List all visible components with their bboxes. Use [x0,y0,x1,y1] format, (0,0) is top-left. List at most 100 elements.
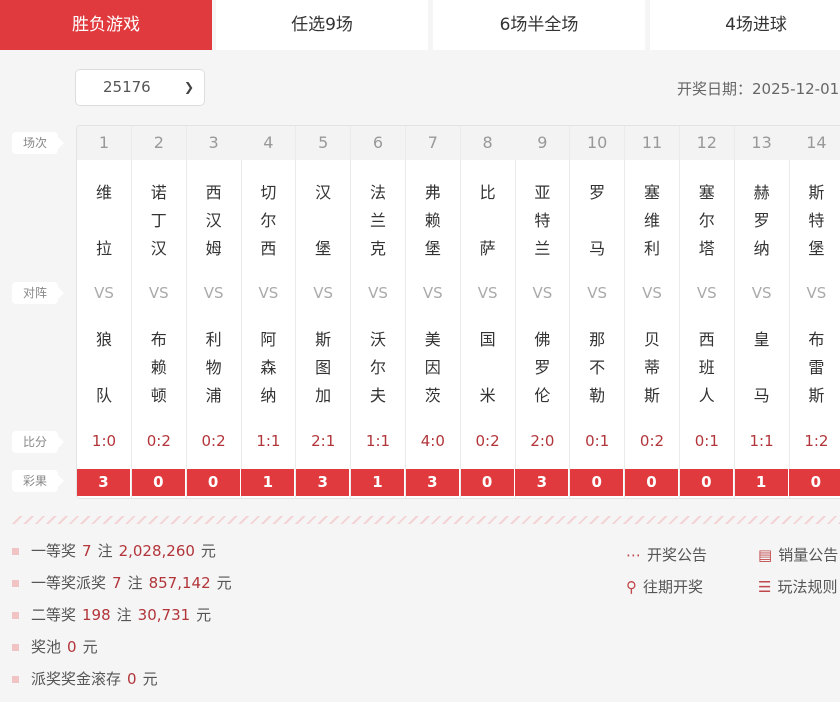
match-number: 14 [789,126,840,160]
match-column: 8 比萨 VS 国米 0:2 0 [460,126,516,498]
match-score: 1:1 [749,432,774,450]
away-team: 利物浦 [205,330,222,405]
link-draw-notice[interactable]: ⋯ 开奖公告 [626,546,708,564]
home-team: 塞尔塔 [698,183,715,258]
match-column: 7 弗赖堡 VS 美因茨 4:0 3 [405,126,461,498]
bullet-icon [12,676,19,683]
home-team: 赫罗纳 [753,183,770,258]
tab-6-half-full[interactable]: 6场半全场 [433,0,645,50]
link-past-draws[interactable]: ⚲ 往期开奖 [626,578,704,596]
bullet-icon [12,644,19,651]
match-column: 14 斯特堡 VS 布雷斯 1:2 0 [789,126,840,498]
match-table: 1 维拉 VS 狼队 1:0 3 2 诺丁汉 VS 布赖顿 0:2 0 3 西汉姆 VS 利物浦 0:2 0 4 切尔… [76,125,840,499]
match-number: 6 [351,126,405,160]
away-team: 斯图加 [315,330,332,405]
match-result: 0 [131,469,186,496]
bullet-icon [12,548,19,555]
home-team: 法兰克 [369,183,386,258]
match-result: 0 [570,469,625,496]
vs-label: VS [477,284,498,302]
prize-item: 一等奖 7 注 2,028,260 元 [12,540,216,561]
prize-amount: 0 [67,638,77,656]
away-team: 贝蒂斯 [643,330,660,405]
match-column: 6 法兰克 VS 沃尔夫 1:1 1 [351,126,406,498]
ellipsis-circle-icon: ⋯ [626,546,641,564]
vs-label: VS [532,284,553,302]
prize-count: 7 [82,542,92,560]
vs-label: VS [258,284,279,302]
match-column: 9 亚特兰 VS 佛罗伦 2:0 3 [515,126,571,498]
away-team: 布雷斯 [808,330,825,405]
match-score: 0:1 [585,432,610,450]
bullet-icon [12,612,19,619]
vs-label: VS [94,284,114,302]
match-result: 0 [460,469,515,496]
away-team: 沃尔夫 [369,330,386,405]
match-result: 3 [405,469,460,496]
prize-item: 派奖奖金滚存 0 元 [12,668,158,689]
prize-amount: 857,142 [148,574,211,592]
match-result: 0 [625,469,679,496]
match-score: 1:1 [365,432,391,450]
match-number: 2 [131,126,186,160]
match-result: 3 [296,469,351,496]
prize-count: 7 [112,574,122,592]
match-number: 1 [77,126,131,160]
link-sales-notice[interactable]: ▤ 销量公告 [758,546,839,564]
away-team: 西班人 [698,330,715,405]
match-result: 3 [515,469,570,496]
label-result: 彩果 [12,470,64,492]
bullet-icon [12,580,19,587]
match-number: 10 [570,126,625,160]
tab-pick-9[interactable]: 任选9场 [216,0,428,50]
match-score: 2:0 [530,432,555,450]
match-score: 0:2 [146,432,171,450]
match-result: 0 [789,469,840,496]
label-score: 比分 [12,431,64,453]
match-number: 11 [625,126,679,160]
match-result: 1 [351,469,405,496]
match-number: 5 [296,126,351,160]
prize-count: 198 [82,606,111,624]
match-score: 1:1 [256,432,281,450]
tab-win-lose[interactable]: 胜负游戏 [0,0,212,50]
away-team: 那不勒 [589,330,606,405]
vs-label: VS [587,284,608,302]
match-number: 4 [241,126,296,160]
tab-4-goals[interactable]: 4场进球 [650,0,840,50]
match-score: 0:2 [201,432,226,450]
match-column: 3 西汉姆 VS 利物浦 0:2 0 [186,126,242,498]
away-team: 布赖顿 [150,330,167,405]
match-score: 1:0 [91,432,117,450]
chevron-down-icon: ❯ [183,80,194,94]
home-team: 维拉 [95,183,112,258]
prize-amount: 30,731 [137,606,191,624]
document-icon: ▤ [758,546,773,564]
list-icon: ☰ [758,578,772,596]
match-score: 0:2 [475,432,500,450]
draw-date: 开奖日期：2025-12-01 [677,80,840,98]
match-score: 0:2 [639,432,665,450]
match-score: 4:0 [420,432,445,450]
link-rules[interactable]: ☰ 玩法规则 [758,578,838,596]
match-number: 9 [515,126,570,160]
match-column: 12 塞尔塔 VS 西班人 0:1 0 [679,126,735,498]
match-column: 5 汉堡 VS 斯图加 2:1 3 [296,126,352,498]
match-score: 1:2 [804,432,829,450]
issue-select[interactable]: 25176 ❯ [75,69,205,106]
away-team: 皇马 [753,330,770,405]
prize-amount: 2,028,260 [118,542,195,560]
match-number: 13 [734,126,789,160]
vs-label: VS [203,284,224,302]
home-team: 西汉姆 [205,183,222,258]
home-team: 罗马 [589,183,606,258]
match-column: 11 塞维利 VS 贝蒂斯 0:2 0 [625,126,680,498]
vs-label: VS [422,284,443,302]
trophy-icon: ⚲ [626,578,637,596]
vs-label: VS [313,284,334,302]
vs-label: VS [696,284,717,302]
match-score: 2:1 [311,432,336,450]
away-team: 佛罗伦 [534,330,551,405]
divider [12,516,840,524]
home-team: 切尔西 [260,183,277,258]
